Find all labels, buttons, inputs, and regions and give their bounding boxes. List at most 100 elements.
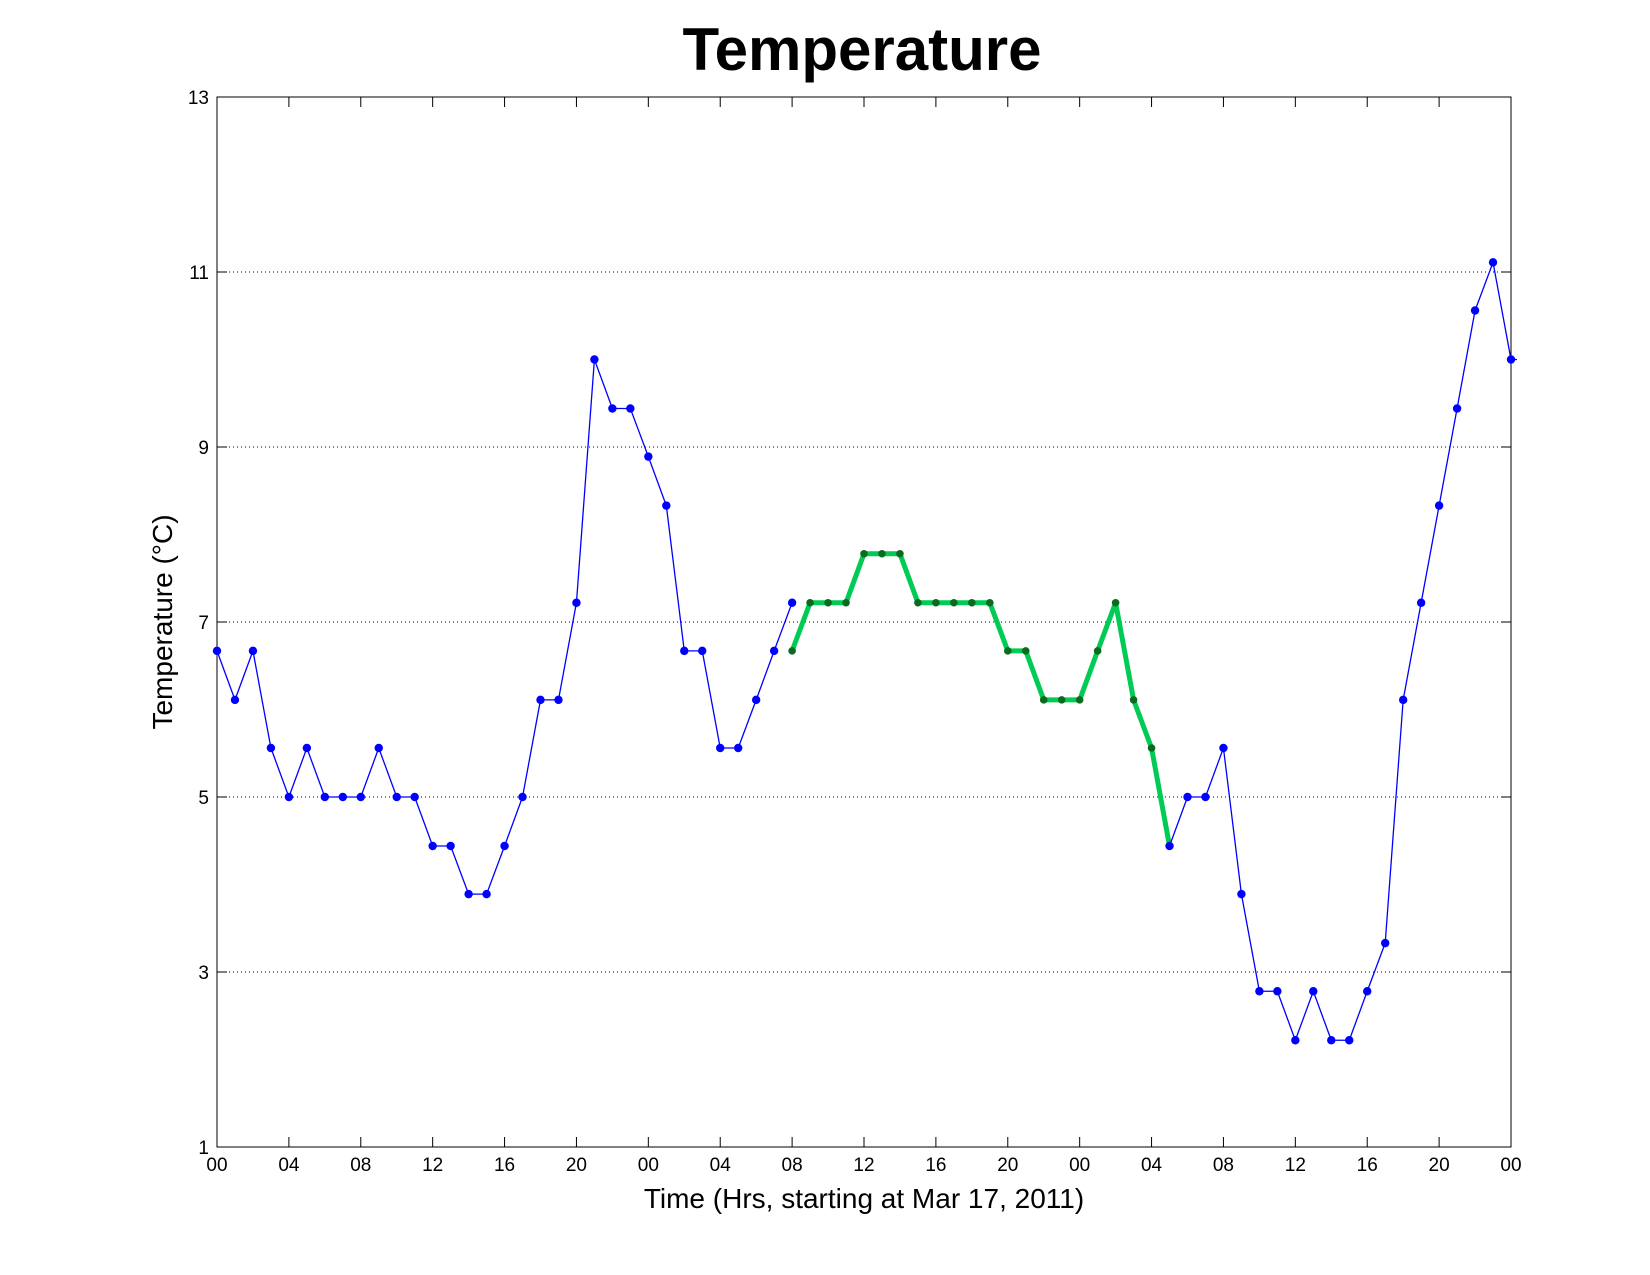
data-point [248,646,258,656]
data-point [1434,501,1444,510]
data-point [1291,1036,1300,1045]
x-tick-label: 08 [350,1155,371,1176]
y-tick-label: 13 [188,88,209,109]
x-tick-label: 20 [997,1155,1018,1176]
x-tick-label: 04 [278,1155,300,1176]
data-point [1255,987,1264,996]
data-point [1452,404,1462,413]
data-point [662,501,671,510]
y-tick-label: 9 [198,438,209,459]
data-point [1398,695,1408,705]
data-point [518,792,527,802]
data-point [680,646,689,656]
data-point [733,743,743,753]
x-tick-label: 00 [1500,1155,1521,1176]
data-point [230,695,240,705]
data-point [356,792,365,802]
data-point [787,598,797,607]
data-point [1219,743,1228,753]
x-tick-label: 16 [1357,1155,1378,1176]
x-tick-label: 08 [782,1155,803,1176]
data-point [824,598,832,607]
x-tick-label: 00 [638,1155,659,1176]
y-tick-label: 11 [189,263,209,284]
data-point [374,743,383,753]
data-point [1506,355,1516,364]
data-point [1039,696,1048,704]
data-point [392,792,401,802]
data-point [1057,696,1066,704]
data-point [950,598,958,607]
data-point [320,792,330,802]
data-point [751,695,761,705]
data-point [1309,987,1318,996]
x-tick-label: 16 [925,1155,946,1176]
data-point [464,889,473,899]
data-point [1021,647,1030,655]
data-point [1075,696,1084,704]
data-point [896,549,904,558]
data-point [1093,647,1102,655]
y-tick-label: 3 [198,963,209,984]
data-series [212,258,1551,1045]
data-point [769,646,779,656]
data-point [1327,1036,1336,1045]
data-point [536,695,545,705]
data-point [806,598,814,607]
data-point [410,792,419,802]
data-point [554,695,563,705]
data-point [986,598,994,607]
data-point [1470,306,1480,315]
data-point [1129,696,1138,704]
x-tick-label: 00 [206,1155,227,1176]
y-tick-label: 5 [198,788,209,809]
highlight-series-line [789,551,1172,847]
x-axis-label: Time (Hrs, starting at Mar 17, 2011) [644,1183,1084,1214]
data-point [914,598,922,607]
data-point [500,841,509,851]
x-tick-label: 20 [566,1155,587,1176]
data-point [878,549,886,558]
y-tick-label: 7 [198,613,209,634]
x-tick-label: 16 [494,1155,515,1176]
data-point [644,452,653,461]
y-axis-label: Temperature (°C) [147,514,178,729]
data-point [482,889,491,899]
data-point [788,647,796,655]
x-tick-label: 20 [1429,1155,1450,1176]
series-line [1168,261,1517,1041]
data-point [266,743,276,753]
axis-ticks [216,96,1512,1148]
data-point [1363,987,1372,996]
y-tick-label: 1 [198,1138,209,1159]
x-tick-label: 12 [853,1155,874,1176]
data-point [1111,598,1120,607]
x-tick-label: 12 [1285,1155,1306,1176]
y-gridlines [217,271,1511,973]
data-point [590,355,599,364]
series-line [216,358,793,895]
data-point [932,598,940,607]
data-point [1201,792,1210,802]
x-tick-label: 00 [1069,1155,1090,1176]
x-tick-label: 12 [422,1155,443,1176]
data-point [302,743,312,753]
data-point [860,549,868,558]
data-point [1183,792,1192,802]
data-point [572,598,581,607]
data-point [698,646,707,656]
data-point [608,404,617,413]
data-point [284,792,294,802]
data-point [1488,258,1498,267]
data-point [428,841,437,851]
x-tick-label: 08 [1213,1155,1234,1176]
data-point [1003,647,1012,655]
data-point [1237,889,1246,899]
x-tick-label: 04 [1141,1155,1163,1176]
data-point [1543,793,1551,801]
data-point [1380,938,1390,948]
data-point [338,792,348,802]
data-point [1147,744,1156,752]
